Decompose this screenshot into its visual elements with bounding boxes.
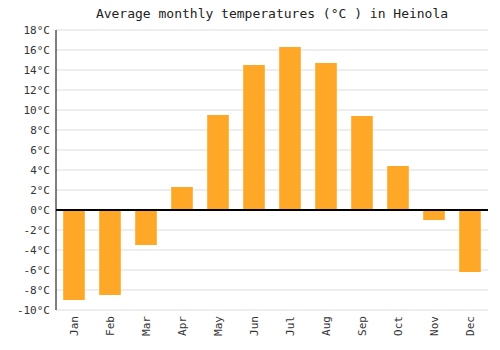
grid-line xyxy=(56,210,488,211)
grid-line xyxy=(56,250,488,251)
grid-line xyxy=(56,150,488,151)
y-tick-label: 12°C xyxy=(24,84,51,97)
grid xyxy=(56,30,488,310)
x-tick-label: Mar xyxy=(140,316,153,336)
y-tick-label: 2°C xyxy=(30,184,50,197)
y-tick-label: 16°C xyxy=(24,44,51,57)
chart-container: Average monthly temperatures (°C ) in He… xyxy=(0,0,500,350)
bar xyxy=(315,63,337,210)
bar xyxy=(207,115,229,210)
y-tick-label: -4°C xyxy=(24,244,51,257)
bar xyxy=(243,65,265,210)
x-tick-label: Apr xyxy=(176,316,189,336)
x-tick-label: Jul xyxy=(284,316,297,336)
x-tick-label: Feb xyxy=(104,316,117,336)
y-tick-label: 18°C xyxy=(24,24,51,37)
x-tick-label: Aug xyxy=(320,316,333,336)
grid-line xyxy=(56,70,488,71)
x-tick-label: Jan xyxy=(68,316,81,336)
grid-line xyxy=(56,50,488,51)
x-tick-label: May xyxy=(212,316,225,336)
x-tick-label: Nov xyxy=(428,316,441,336)
grid-line xyxy=(56,30,488,31)
bars xyxy=(63,47,481,300)
y-tick-label: -6°C xyxy=(24,264,51,277)
y-tick-label: 8°C xyxy=(30,124,50,137)
y-tick-label: 0°C xyxy=(30,204,50,217)
bar xyxy=(99,210,121,295)
y-tick-label: -8°C xyxy=(24,284,51,297)
bar xyxy=(171,187,193,210)
grid-line xyxy=(56,190,488,191)
x-tick-label: Oct xyxy=(392,316,405,336)
y-tick-label: -10°C xyxy=(17,304,50,317)
grid-line xyxy=(56,230,488,231)
grid-line xyxy=(56,170,488,171)
grid-line xyxy=(56,90,488,91)
zero-line xyxy=(56,209,488,211)
x-tick-label: Dec xyxy=(464,316,477,336)
y-tick-label: -2°C xyxy=(24,224,51,237)
bar xyxy=(387,166,409,210)
x-tick-label: Sep xyxy=(356,316,369,336)
bar xyxy=(351,116,373,210)
y-axis-line xyxy=(56,30,57,310)
bar xyxy=(459,210,481,272)
title: Average monthly temperatures (°C ) in He… xyxy=(96,6,448,21)
grid-line xyxy=(56,110,488,111)
y-tick-label: 4°C xyxy=(30,164,50,177)
y-tick-label: 14°C xyxy=(24,64,51,77)
chart: Average monthly temperatures (°C ) in He… xyxy=(0,0,500,350)
bar xyxy=(63,210,85,300)
bar xyxy=(423,210,445,220)
grid-line xyxy=(56,270,488,271)
grid-line xyxy=(56,290,488,291)
grid-line xyxy=(56,310,488,311)
bar xyxy=(279,47,301,210)
x-tick-label: Jun xyxy=(248,316,261,336)
y-tick-label: 10°C xyxy=(24,104,51,117)
grid-line xyxy=(56,130,488,131)
bar xyxy=(135,210,157,245)
y-tick-label: 6°C xyxy=(30,144,50,157)
